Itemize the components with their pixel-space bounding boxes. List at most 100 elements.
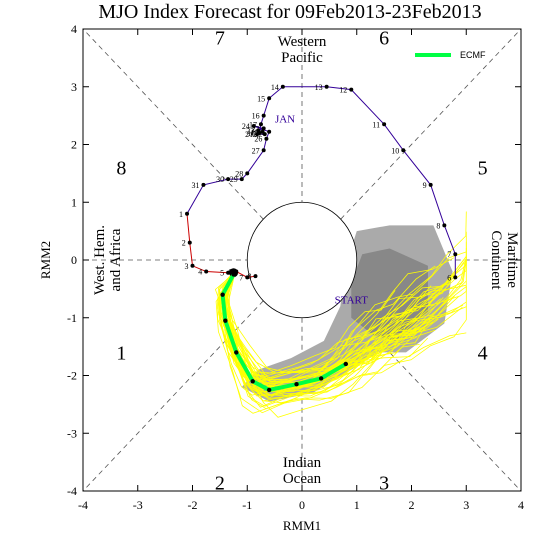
observed-point [428,182,433,187]
observed-day-label: 7 [447,250,451,259]
ensemble-spread-region [351,248,428,341]
observed-point [267,129,272,134]
x-tick-label: 1 [354,498,360,512]
unit-circle [246,201,358,319]
observed-line-february [186,213,256,278]
x-tick-label: -2 [188,498,198,512]
ecmf-forecast-point [231,272,236,277]
observed-day-label: 12 [339,86,347,95]
ecmf-forecast-point [343,361,348,367]
phase-label-3: 3 [379,472,389,494]
divider-line [340,300,522,492]
observed-point [261,113,266,118]
observed-day-label: 6 [447,273,451,282]
unit-circle-group [246,201,358,319]
divider-line [82,300,264,492]
start-label: START [335,294,369,306]
observed-point [190,263,195,268]
observed-day-label: 10 [391,146,399,155]
observed-day-label: 14 [271,83,279,92]
phase-label-5: 5 [478,158,488,180]
region-label-left: West. Hem. [92,225,108,295]
ensemble-shading [241,225,453,402]
observed-point [256,128,261,133]
region-label-bottom: Ocean [283,471,322,487]
phase-label-4: 4 [478,342,488,364]
observed-day-label: 18 [247,129,255,138]
ecmf-forecast-point [234,350,239,355]
observed-day-label: 3 [185,262,189,271]
observed-point [255,132,260,137]
observed-day-label: 9 [423,181,427,190]
observed-trajectory: 6789101112131415161718192021222324252627… [179,83,458,306]
legend: ECMF [415,50,486,60]
observed-point [187,240,192,245]
phase-label-6: 6 [379,28,389,50]
ecmf-forecast-point [318,376,324,381]
observed-day-label: 24 [242,122,250,131]
x-tick-label: 0 [299,498,305,512]
observed-day-label: 7 [239,273,243,282]
observed-point [262,132,267,137]
region-label-bottom: Indian [283,455,322,471]
observed-day-label: 26 [254,135,262,144]
chart-title: MJO Index Forecast for 09Feb2013-23Feb20… [98,1,481,23]
observed-day-label: 30 [216,175,224,184]
y-tick-label: -1 [67,311,77,325]
x-tick-label: -4 [78,498,88,512]
y-tick-label: 2 [71,138,77,152]
observed-point [382,122,387,127]
observed-day-label: 25 [257,128,265,137]
legend-label-ecmf: ECMF [460,50,486,60]
x-tick-label: -1 [242,498,252,512]
x-tick-label: 4 [518,498,524,512]
ecmf-forecast-point [294,381,299,387]
divider-line [340,28,522,220]
observed-point [280,84,285,89]
ecmf-forecast-point [220,292,225,297]
phase-label-7: 7 [215,28,225,50]
observed-line-december [260,86,456,278]
ensemble-member-line [225,275,455,388]
observed-day-label: 31 [191,181,199,190]
observed-point [261,148,266,153]
y-tick-label: 4 [71,22,77,36]
y-tick-label: 0 [71,253,77,267]
observed-day-label: 19 [251,128,259,137]
ecmf-forecast-point [223,318,228,323]
region-label-left: and Africa [108,228,124,291]
observed-point [267,96,272,101]
observed-day-label: 8 [247,272,251,281]
x-tick-label: 3 [463,498,469,512]
observed-day-label: 11 [372,120,380,129]
observed-point [253,274,258,279]
observed-point [453,252,458,257]
region-label-right: Continent [488,230,504,290]
phase-label-1: 1 [116,342,126,364]
observed-point [245,171,250,176]
observed-point [239,177,244,182]
observed-day-label: 8 [436,221,440,230]
observed-point [245,275,250,280]
ecmf-forecast-point [250,379,255,384]
observed-point [185,211,190,216]
ensemble-member-line [219,260,467,387]
phase-label-2: 2 [215,472,225,494]
observed-point [453,275,458,280]
observed-point [442,223,447,228]
y-tick-label: -3 [67,426,77,440]
ecmf-forecast-point [266,387,272,393]
divider-line [82,28,264,220]
observed-day-label: 1 [179,210,183,219]
observed-day-label: 29 [230,175,238,184]
month-label: JAN [275,113,295,125]
y-tick-label: 1 [71,195,77,209]
x-tick-label: 2 [409,498,415,512]
observed-point [204,269,209,274]
x-axis-label: RMM1 [283,518,321,533]
observed-point [226,177,231,182]
ensemble-member-line [224,274,435,397]
observed-day-label: 5 [220,269,224,278]
